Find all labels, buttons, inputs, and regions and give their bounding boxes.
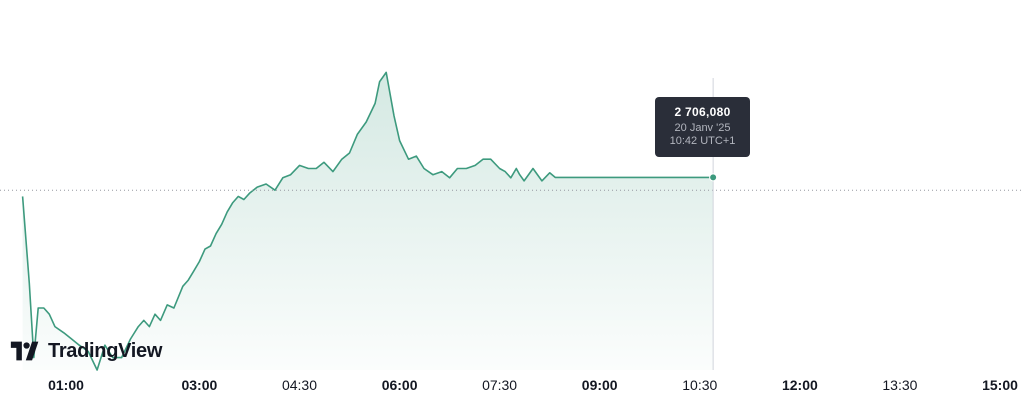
tradingview-logo[interactable]: TradingView <box>8 339 162 363</box>
x-tick-label: 03:00 <box>181 377 217 393</box>
last-point-marker[interactable] <box>709 173 718 182</box>
x-tick-label: 06:00 <box>382 377 418 393</box>
x-tick-label: 15:00 <box>982 377 1018 393</box>
x-tick-label: 10:30 <box>682 377 717 393</box>
price-tooltip: 2 706,080 20 Janv '25 10:42 UTC+1 <box>655 97 750 157</box>
x-tick-label: 01:00 <box>48 377 84 393</box>
tooltip-value: 2 706,080 <box>674 105 731 119</box>
x-tick-label: 13:30 <box>882 377 917 393</box>
x-tick-label: 09:00 <box>582 377 618 393</box>
series-area-0 <box>22 72 714 371</box>
x-tick-label: 07:30 <box>482 377 517 393</box>
x-tick-label: 04:30 <box>282 377 317 393</box>
series-line-0 <box>21 71 714 371</box>
tradingview-mark-icon <box>10 341 39 361</box>
x-tick-label: 12:00 <box>782 377 818 393</box>
tooltip-date: 20 Janv '25 <box>674 122 731 134</box>
tooltip-time: 10:42 UTC+1 <box>669 135 736 147</box>
tradingview-wordmark: TradingView <box>48 339 163 362</box>
